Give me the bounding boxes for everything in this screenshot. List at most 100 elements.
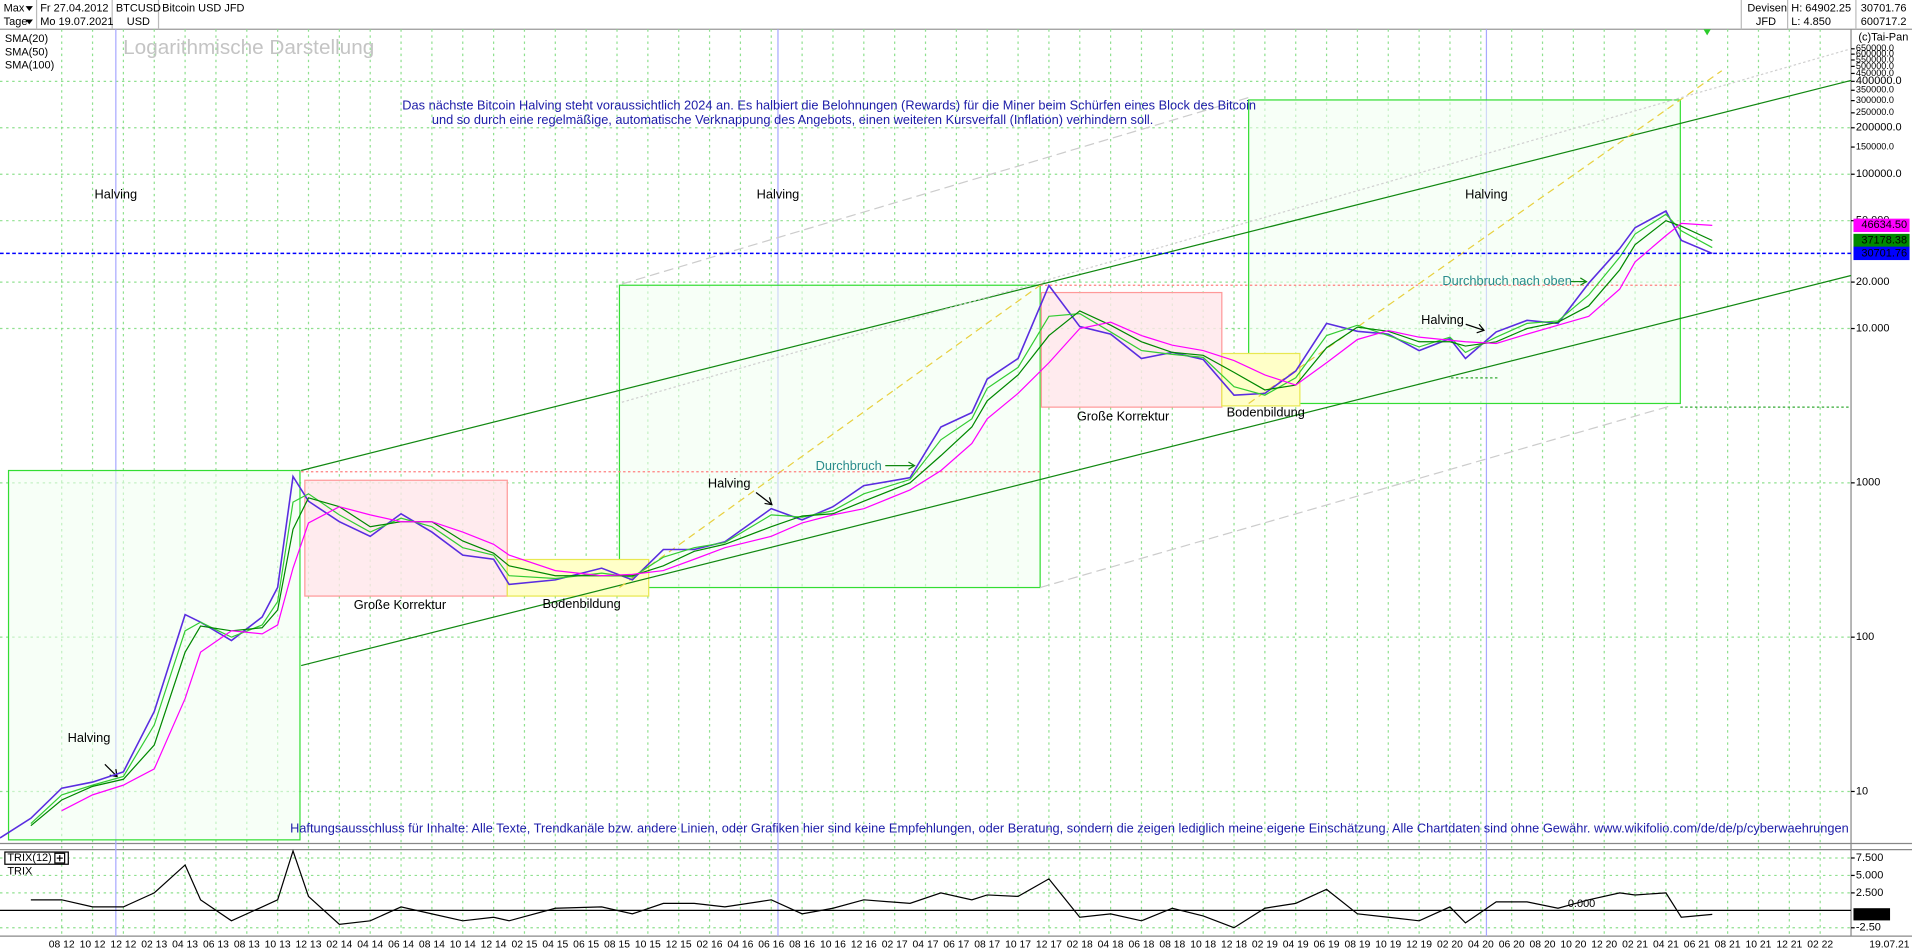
annotation: Das nächste Bitcoin Halving steht voraus…: [402, 97, 1256, 112]
y-tick-label: 150000.0: [1856, 141, 1894, 151]
x-tick-label: 06 18: [1128, 939, 1154, 950]
y-tick-label: 300000.0: [1856, 95, 1894, 105]
period-dropdown[interactable]: Tage: [4, 16, 33, 28]
price-tag: [1853, 218, 1910, 233]
y-tick-label: 450000.0: [1856, 68, 1894, 78]
y-tick-label: 200000.0: [1856, 122, 1902, 134]
x-tick-label: 08 15: [604, 939, 630, 950]
dropdown-arrow[interactable]: [25, 19, 33, 25]
low: L: 4.850: [1791, 16, 1831, 28]
x-tick-label: 04 14: [357, 939, 383, 950]
y-tick-label: 10: [1856, 785, 1868, 797]
overlay: 10100100010.00020.00050.000100000.015000…: [0, 33, 1910, 950]
date-to: Mo 19.07.2021: [40, 16, 113, 28]
x-tick-label: 04 15: [542, 939, 568, 950]
y-tick-label: 550000.0: [1856, 54, 1894, 64]
annotation: Halving: [1421, 312, 1464, 327]
plot-trix: [0, 849, 1852, 929]
trend-line: [619, 284, 1041, 589]
x-tick-label: 02 13: [141, 939, 167, 950]
indicator-button[interactable]: [54, 852, 66, 864]
x-tick-label: 12 13: [296, 939, 322, 950]
date-from: Fr 27.04.2012: [40, 2, 108, 14]
prev-price: 600717.2: [1861, 16, 1907, 28]
x-tick-label: 12 12: [110, 939, 136, 950]
annotation: Durchbruch nach oben: [1442, 273, 1572, 288]
x-tick-label: 10 14: [450, 939, 476, 950]
x-tick-label: 10 19: [1375, 939, 1401, 950]
x-tick-label: 02 21: [1622, 939, 1648, 950]
y-tick-label: 10.000: [1856, 322, 1890, 334]
y-tick-label: 7.500: [1856, 852, 1883, 864]
x-tick-label: 12 17: [1036, 939, 1062, 950]
x-tick-label: 12 16: [851, 939, 877, 950]
x-tick-label: 02 19: [1252, 939, 1278, 950]
annotation: Bodenbildung: [543, 596, 621, 611]
series-line: [61, 222, 1713, 812]
x-end-label: 19.07.21: [1869, 939, 1910, 950]
x-tick-label: 02 17: [882, 939, 908, 950]
y-tick-label: 1000: [1856, 477, 1880, 489]
x-tick-label: 10 16: [820, 939, 846, 950]
high: H: 64902.25: [1791, 2, 1851, 14]
value-tag-label: -0.57: [1863, 908, 1888, 920]
y-tick-label: 2.500: [1856, 887, 1883, 899]
zero-line-label: 0.000: [1568, 898, 1595, 910]
x-tick-label: 10 17: [1005, 939, 1031, 950]
x-tick-label: 02 20: [1437, 939, 1463, 950]
y-tick-label: 100: [1856, 631, 1874, 643]
x-tick-label: 06 19: [1314, 939, 1340, 950]
x-tick-label: 02 18: [1067, 939, 1093, 950]
instrument-name: Bitcoin USD JFD: [162, 2, 244, 14]
price-tag: [1853, 246, 1910, 261]
dropdown-arrow[interactable]: [25, 6, 33, 11]
legend-entry: SMA(20): [5, 33, 48, 45]
currency: USD: [127, 16, 150, 28]
value-tag: [1853, 908, 1891, 921]
x-tick-label: 04 13: [172, 939, 198, 950]
legend-entry: TRIX: [7, 865, 33, 877]
legend-entry: SMA(50): [5, 46, 48, 58]
x-tick-label: 02 15: [511, 939, 537, 950]
arrow-head: [764, 497, 773, 506]
y-tick-label: 600000.0: [1856, 49, 1894, 59]
x-tick-label: 08 13: [234, 939, 260, 950]
range-dropdown[interactable]: Max: [4, 2, 33, 14]
x-tick-label: 12 21: [1776, 939, 1802, 950]
trend-line: [301, 79, 1852, 472]
annotation: Große Korrektur: [354, 597, 447, 612]
y-tick-label: 650000.0: [1856, 43, 1894, 53]
range[interactable]: Max: [4, 2, 25, 14]
annotation: und so durch eine regelmäßige, automatis…: [432, 112, 1153, 127]
x-tick-label: 06 17: [943, 939, 969, 950]
x-tick-label: 04 16: [727, 939, 753, 950]
x-tick-label: 08 14: [419, 939, 445, 950]
x-tick-label: 12 19: [1406, 939, 1432, 950]
x-tick-label: 08 21: [1715, 939, 1741, 950]
x-tick-label: 04 19: [1283, 939, 1309, 950]
x-tick-label: 02 22: [1807, 939, 1833, 950]
indicator-title: TRIX(12): [7, 852, 52, 864]
annotation: Haftungsausschluss für Inhalte: Alle Tex…: [290, 820, 1849, 835]
period[interactable]: Tage: [4, 16, 28, 28]
legend-entry: SMA(100): [5, 60, 54, 72]
arrow: [885, 461, 916, 470]
price-tag-label: 30701.76: [1861, 247, 1907, 259]
x-tick-label: 12 20: [1591, 939, 1617, 950]
last-price: 30701.76: [1861, 2, 1907, 14]
series-line: [30, 219, 1713, 827]
trend-line: [301, 274, 1852, 667]
y-tick-label: 500000.0: [1856, 61, 1894, 71]
x-tick-label: 02 16: [697, 939, 723, 950]
x-tick-label: 12 15: [666, 939, 692, 950]
x-tick-label: 08 12: [49, 939, 75, 950]
price-tag-label: 37178.38: [1861, 234, 1907, 246]
x-tick-label: 10 18: [1190, 939, 1216, 950]
series-line: [0, 209, 1713, 839]
button-icon[interactable]: [56, 855, 63, 862]
marker: [1703, 29, 1711, 36]
arrow: [755, 491, 773, 506]
annotation: Halving: [68, 730, 111, 745]
y-tick-label: 100000.0: [1856, 168, 1902, 180]
